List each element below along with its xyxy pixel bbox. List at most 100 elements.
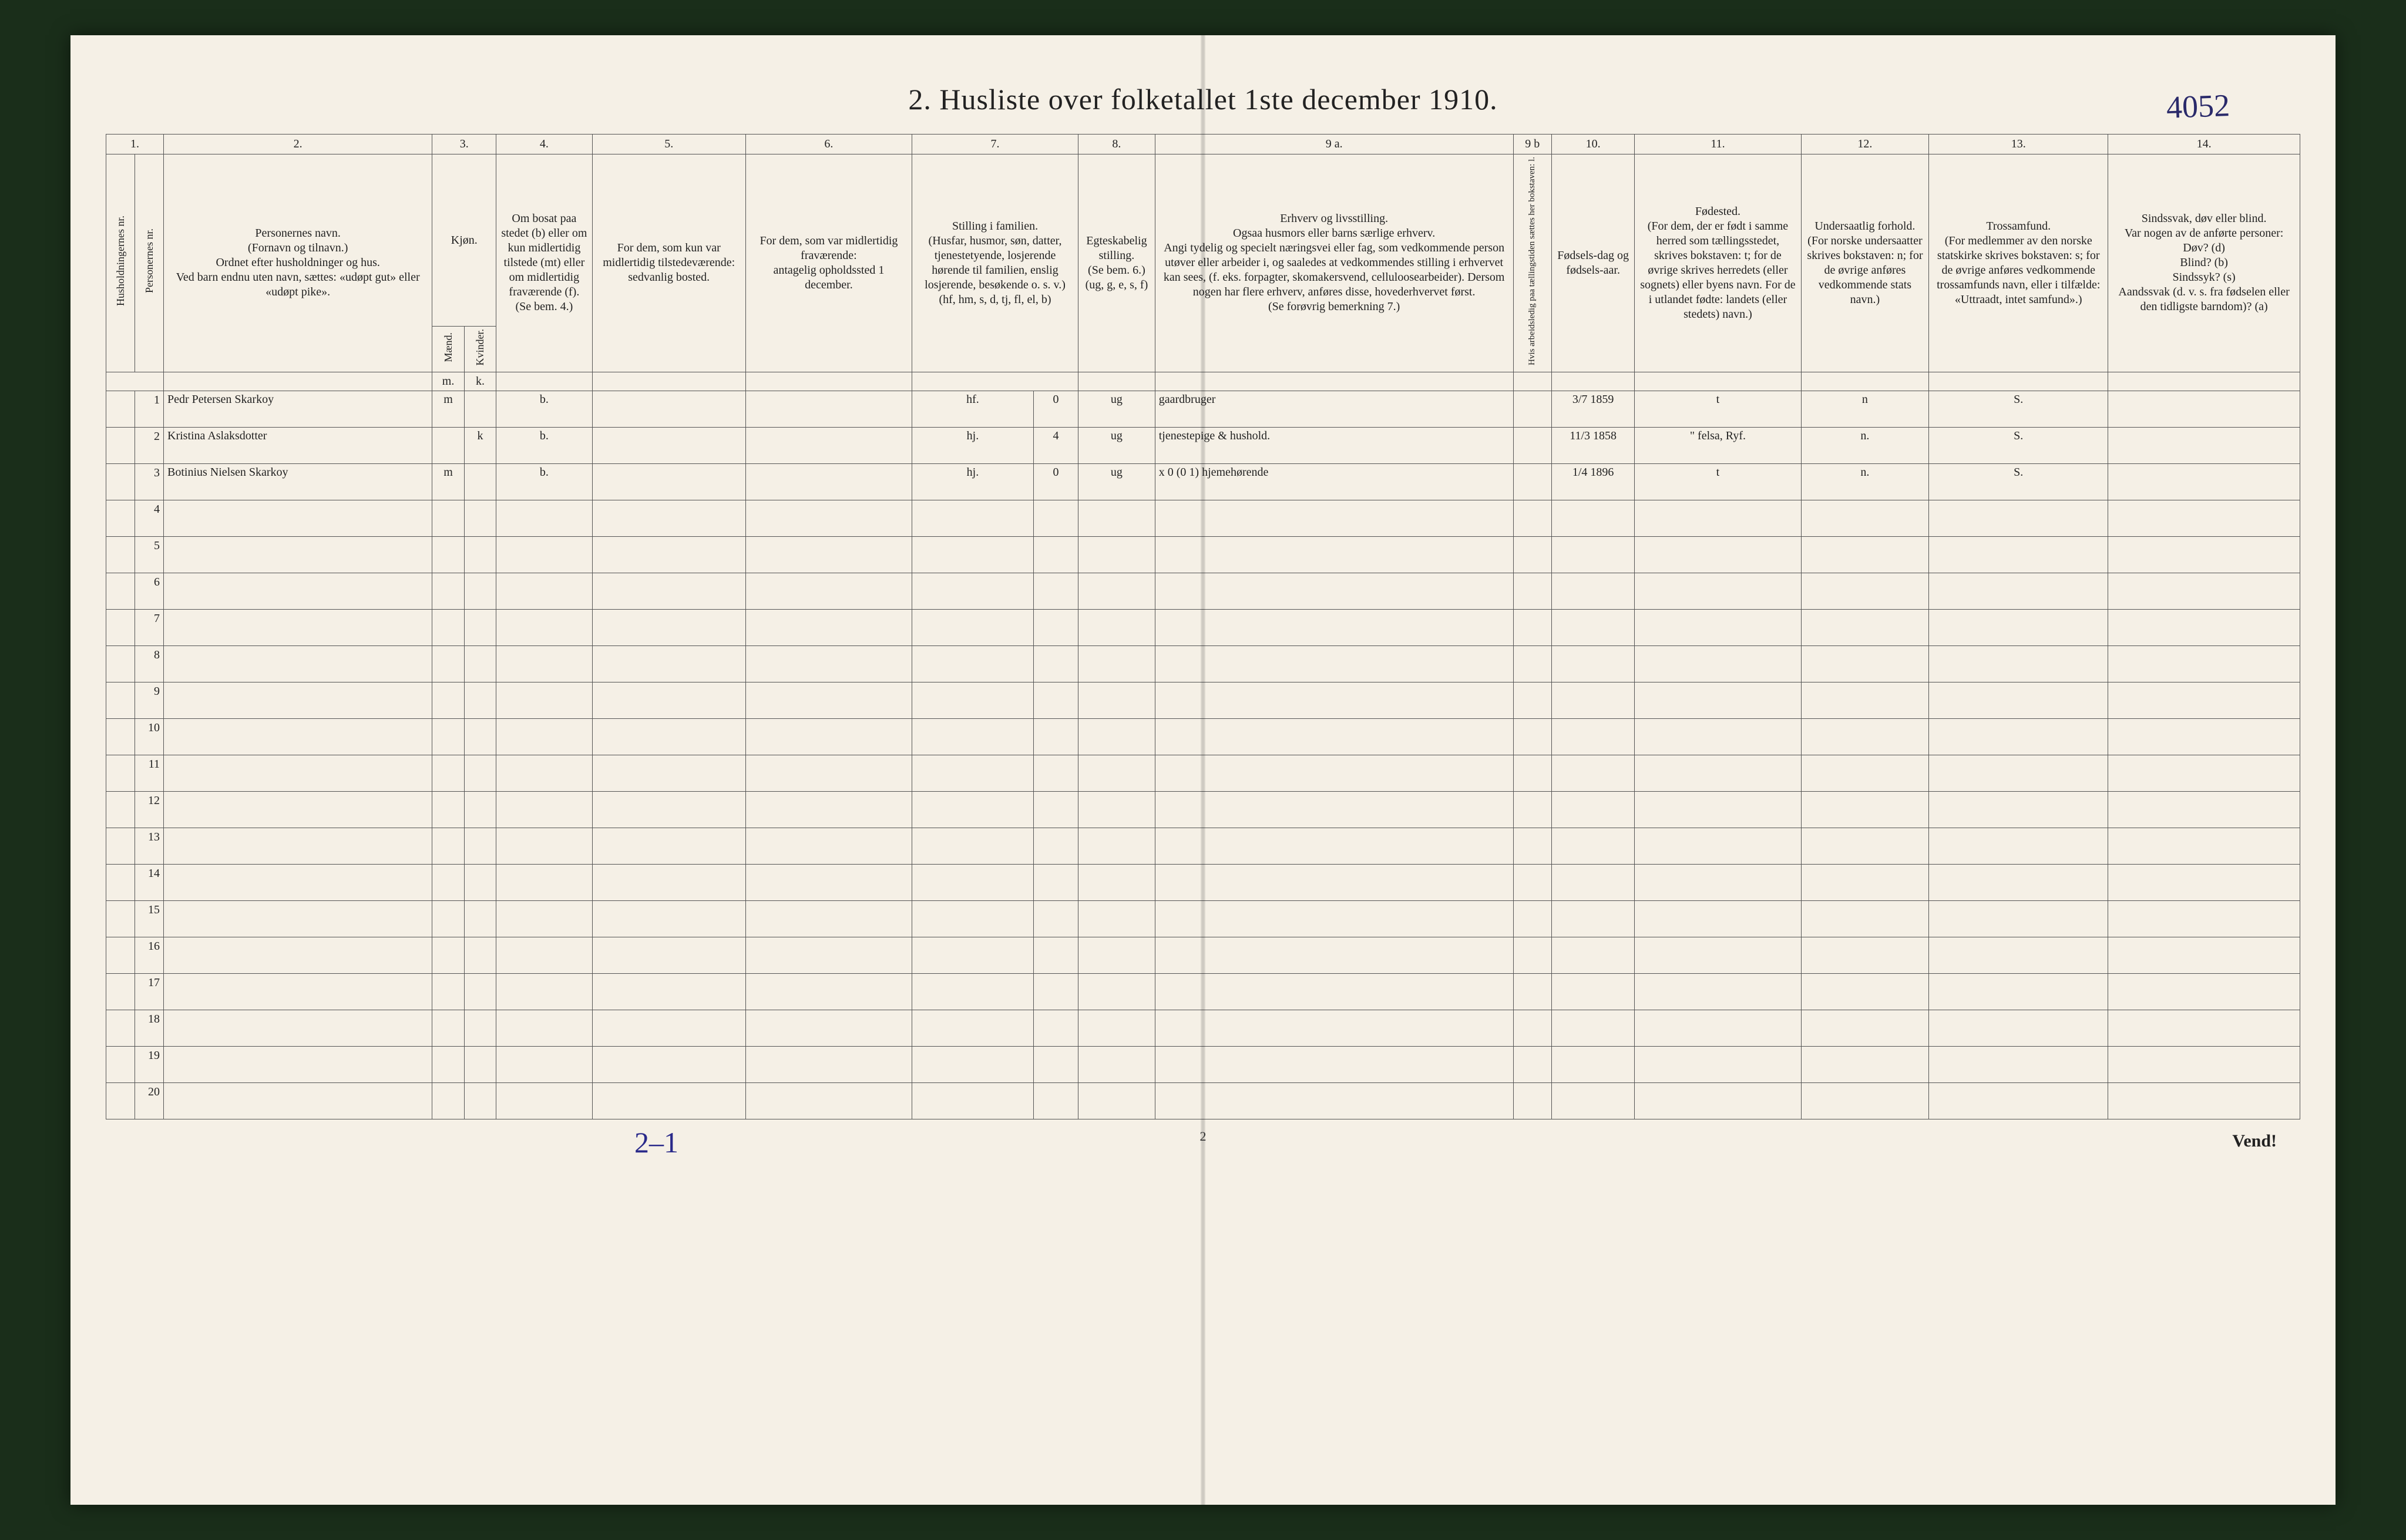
cell-empty [2108, 609, 2300, 645]
cell-empty [496, 828, 592, 864]
cell-hush-nr [106, 427, 135, 463]
cell-erhverv: x 0 (0 1) hjemehørende [1155, 463, 1513, 500]
cell-empty [1635, 1046, 1801, 1082]
cell-empty [1551, 500, 1635, 536]
head-erhverv: Erhverv og livsstilling.Ogsaa husmors el… [1155, 154, 1513, 372]
page-title: 2. Husliste over folketallet 1ste decemb… [106, 82, 2300, 116]
cell-empty [432, 900, 464, 937]
cell-empty [1513, 791, 1551, 828]
cell-fsted: t [1635, 391, 1801, 427]
head-undersaat: Undersaatlig forhold.(For norske undersa… [1801, 154, 1929, 372]
cell-pers-nr: 15 [135, 900, 164, 937]
table-row-empty: 4 [106, 500, 2300, 536]
cell-empty [745, 937, 912, 973]
cell-empty [1033, 536, 1078, 573]
table-row-empty: 6 [106, 573, 2300, 609]
cell-empty [432, 828, 464, 864]
cell-empty [496, 864, 592, 900]
cell-empty [1929, 828, 2108, 864]
cell-empty [1801, 864, 1929, 900]
cell-empty [1801, 573, 1929, 609]
cell-empty [1551, 609, 1635, 645]
head-midl-frav: For dem, som var midlertidig fraværende:… [745, 154, 912, 372]
cell-name: Kristina Aslaksdotter [164, 427, 432, 463]
cell-empty [464, 900, 496, 937]
cell-empty [1929, 937, 2108, 973]
cell-empty [432, 718, 464, 755]
cell-empty [912, 573, 1033, 609]
cell-empty [1801, 900, 1929, 937]
cell-empty [1078, 864, 1155, 900]
cell-empty [1513, 718, 1551, 755]
cell-empty [164, 645, 432, 682]
head-m: m. [432, 372, 464, 391]
cell-empty [2108, 1010, 2300, 1046]
cell-hush-nr [106, 828, 135, 864]
cell-hush-nr [106, 463, 135, 500]
head-navn: Personernes navn.(Fornavn og tilnavn.)Or… [164, 154, 432, 372]
cell-hush-nr [106, 536, 135, 573]
cell-empty [496, 973, 592, 1010]
cell-empty [1635, 609, 1801, 645]
cell-empty [496, 1082, 592, 1119]
cell-empty [1929, 645, 2108, 682]
cell-empty [912, 536, 1033, 573]
cell-empty [1801, 718, 1929, 755]
cell-empty [1155, 900, 1513, 937]
cell-empty [1155, 536, 1513, 573]
cell-empty [1155, 864, 1513, 900]
cell-empty [745, 864, 912, 900]
cell-famstill2: 0 [1033, 463, 1078, 500]
header-colnum-row: 1. 2. 3. 4. 5. 6. 7. 8. 9 a. 9 b 10. 11.… [106, 135, 2300, 154]
cell-empty [592, 682, 745, 718]
cell-empty [1929, 755, 2108, 791]
cell-empty [1801, 973, 1929, 1010]
cell-empty [1155, 718, 1513, 755]
table-row-empty: 13 [106, 828, 2300, 864]
cell-empty [432, 973, 464, 1010]
cell-famstill: hj. [912, 463, 1033, 500]
head-famstilling: Stilling i familien.(Husfar, husmor, søn… [912, 154, 1078, 372]
cell-empty [164, 1082, 432, 1119]
cell-empty [1635, 500, 1801, 536]
cell-empty [1155, 609, 1513, 645]
cell-egte: ug [1078, 391, 1155, 427]
cell-empty [1078, 609, 1155, 645]
cell-empty [1033, 645, 1078, 682]
cell-c6 [745, 463, 912, 500]
cell-empty [592, 573, 745, 609]
colnum-11: 11. [1635, 135, 1801, 154]
cell-empty [464, 937, 496, 973]
table-row-empty: 18 [106, 1010, 2300, 1046]
colnum-6: 6. [745, 135, 912, 154]
cell-empty [464, 1046, 496, 1082]
cell-empty [1635, 828, 1801, 864]
cell-empty [592, 645, 745, 682]
corner-annotation: 4052 [2166, 87, 2230, 126]
table-row-empty: 8 [106, 645, 2300, 682]
table-row-empty: 14 [106, 864, 2300, 900]
cell-empty [432, 864, 464, 900]
cell-empty [1801, 609, 1929, 645]
cell-empty [464, 645, 496, 682]
cell-empty [164, 500, 432, 536]
cell-empty [1635, 682, 1801, 718]
cell-empty [592, 864, 745, 900]
cell-hush-nr [106, 1082, 135, 1119]
cell-empty [1929, 500, 2108, 536]
cell-pers-nr: 6 [135, 573, 164, 609]
cell-fsted: t [1635, 463, 1801, 500]
cell-empty [1513, 573, 1551, 609]
cell-empty [164, 864, 432, 900]
cell-c6 [745, 427, 912, 463]
cell-empty [1078, 718, 1155, 755]
cell-empty [592, 1046, 745, 1082]
table-row-empty: 10 [106, 718, 2300, 755]
cell-hush-nr [106, 573, 135, 609]
cell-empty [1929, 900, 2108, 937]
head-sindssvak: Sindssvak, døv eller blind.Var nogen av … [2108, 154, 2300, 372]
table-row-empty: 5 [106, 536, 2300, 573]
cell-erhverv: tjenestepige & hushold. [1155, 427, 1513, 463]
colnum-7: 7. [912, 135, 1078, 154]
cell-empty [464, 755, 496, 791]
